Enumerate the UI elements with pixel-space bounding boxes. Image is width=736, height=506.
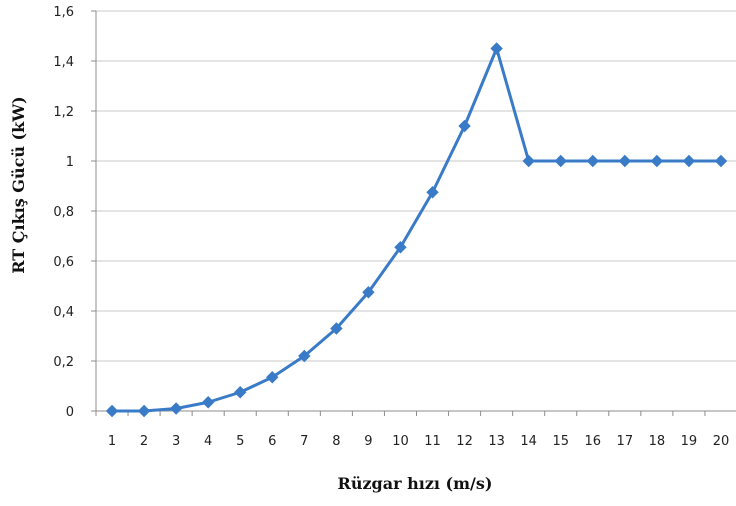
x-tick-labels: 1 2 3 4 5 6 7 8 9 10 11 12 13 14 15 16 17 18 19 20 <box>108 434 729 449</box>
x-tick-label: 3 <box>172 434 180 449</box>
x-tick-label: 8 <box>332 434 340 449</box>
y-tick-label: 0,2 <box>53 355 74 370</box>
x-tick-label: 1 <box>108 434 116 449</box>
y-tick-label: 0 <box>66 405 74 420</box>
data-point-marker <box>586 154 599 168</box>
y-tick-label: 0,4 <box>53 305 74 320</box>
data-point-marker <box>714 154 728 168</box>
data-point-marker <box>394 241 407 254</box>
data-point-marker <box>426 186 439 199</box>
data-point-marker <box>266 371 279 384</box>
y-axis-title: RT Çıkış Gücü (kW) <box>9 96 28 273</box>
x-tick-label: 16 <box>585 434 602 449</box>
data-point-marker <box>234 386 247 399</box>
x-tick-label: 6 <box>268 434 276 449</box>
x-tick-label: 18 <box>649 434 666 449</box>
data-point-marker <box>169 402 183 415</box>
x-tick-label: 2 <box>140 434 148 449</box>
gridlines <box>96 10 736 362</box>
x-tick-label: 10 <box>392 434 409 449</box>
x-tick-label: 13 <box>488 434 505 449</box>
data-point-marker <box>522 154 535 168</box>
x-axis-title: Rüzgar hızı (m/s) <box>338 474 493 493</box>
x-tick-label: 20 <box>713 434 730 449</box>
data-point-marker <box>137 404 151 418</box>
y-tick-label: 1,4 <box>53 55 74 70</box>
series-line <box>112 47 721 413</box>
data-point-marker <box>298 349 311 363</box>
x-tick-label: 19 <box>681 434 698 449</box>
y-tick-label: 0,8 <box>53 205 74 220</box>
x-tick-label: 4 <box>204 434 212 449</box>
x-tick-label: 15 <box>552 434 569 449</box>
x-tick-label: 11 <box>424 434 441 449</box>
x-tick-label: 7 <box>300 434 308 449</box>
data-point-marker <box>682 154 696 168</box>
axes <box>91 10 736 416</box>
data-point-marker <box>458 119 471 133</box>
y-tick-label: 1 <box>66 155 74 170</box>
data-point-marker <box>618 154 632 168</box>
data-point-marker <box>554 154 567 168</box>
y-tick-label: 1,6 <box>53 5 74 20</box>
series <box>105 42 728 418</box>
data-point-marker <box>490 42 503 55</box>
y-tick-labels: 0 0,2 0,4 0,6 0,8 1 1,2 1,4 1,6 <box>53 5 74 420</box>
data-point-marker <box>105 404 119 418</box>
x-tick-label: 9 <box>364 434 372 449</box>
data-point-marker <box>650 154 664 168</box>
x-tick-label: 14 <box>520 434 537 449</box>
x-tick-label: 5 <box>236 434 244 449</box>
y-tick-label: 1,2 <box>53 105 74 120</box>
data-point-marker <box>362 286 375 299</box>
x-tick-label: 17 <box>617 434 634 449</box>
x-tick-label: 12 <box>456 434 473 449</box>
y-tick-label: 0,6 <box>53 255 74 270</box>
data-point-marker <box>201 396 215 409</box>
data-point-marker <box>330 322 343 335</box>
